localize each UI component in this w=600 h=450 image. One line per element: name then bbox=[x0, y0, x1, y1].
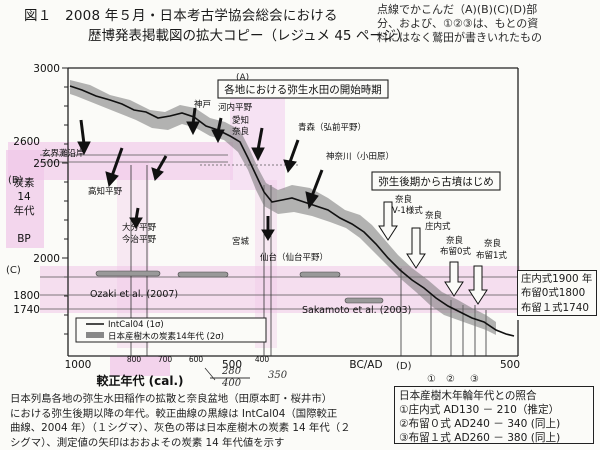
y-axis-label-3: 年代 bbox=[14, 204, 35, 217]
tree-ring-line-1: ①庄内式 AD130 － 210（推定） bbox=[399, 404, 560, 416]
site-aichi: 愛知 bbox=[232, 115, 249, 126]
site-imabari: 今治平野 bbox=[122, 234, 157, 245]
measurement-bars bbox=[95, 270, 384, 304]
x-tick-500-ad: 500 bbox=[500, 359, 520, 371]
handwritten-400: 400 bbox=[221, 378, 242, 389]
legend: IntCal04 (1σ) 日本産樹木の炭素14年代 (2σ) bbox=[75, 317, 267, 343]
heading-text: 各地における弥生水田の開始時期 bbox=[224, 83, 382, 96]
x-tick-1000: 1000 bbox=[65, 359, 92, 371]
tree-ring-line-2: ②布留０式 AD240 － 340 (同上) bbox=[399, 418, 561, 430]
site-aomori: 青森（弘前平野） bbox=[298, 122, 366, 133]
y-axis-label-2: 14 bbox=[17, 191, 31, 203]
legend-intcal: IntCal04 (1σ) bbox=[108, 320, 164, 330]
source-sakamoto: Sakamoto et al. (2003) bbox=[302, 305, 411, 316]
tree-ring-title: 日本産樹木年輪年代との照合 bbox=[399, 390, 537, 402]
site-nara-furu1: 奈良 bbox=[484, 238, 502, 249]
site-kawachi: 河内平野 bbox=[218, 102, 253, 113]
tree-ring-box: 日本産樹木年輪年代との照合 ①庄内式 AD130 － 210（推定） ②布留０式… bbox=[394, 386, 594, 444]
x-tick-800: 800 bbox=[127, 355, 142, 364]
grey-band-series bbox=[70, 80, 496, 335]
y-axis-ticks bbox=[62, 67, 68, 335]
result-line-shonai: 庄内式1900 年 bbox=[521, 273, 593, 285]
y-axis-labels: 3000 2500 2600 2000 1800 1740 bbox=[13, 63, 60, 316]
figure-caption: 日本列島各地の弥生水田稲作の拡散と奈良盆地（田原本町・桜井市） における弥生後期… bbox=[10, 393, 351, 449]
calibration-chart: 3000 2500 2600 2000 1800 1740 炭素 14 年代 B… bbox=[6, 63, 520, 389]
marker-3: ③ bbox=[470, 374, 479, 385]
y-tick-2000: 2000 bbox=[33, 253, 60, 265]
y-tick-2500: 2500 bbox=[33, 158, 60, 170]
plot-frame bbox=[67, 67, 519, 357]
highlight-col-1 bbox=[117, 160, 149, 348]
y-tick-3000: 3000 bbox=[33, 63, 60, 75]
marker-a: (A) bbox=[236, 73, 249, 83]
marker-2: ② bbox=[446, 374, 455, 385]
y-axis-label-4: BP bbox=[17, 233, 31, 245]
site-nara-furu0: 奈良 bbox=[446, 235, 464, 246]
x-tick-bcad: BC/AD bbox=[349, 359, 382, 371]
marker-d: (D) bbox=[396, 361, 412, 372]
site-genkainada: 玄界灘沿岸 bbox=[42, 148, 85, 159]
marker-1: ① bbox=[427, 374, 436, 385]
result-line-furu1: 布留１式1740 bbox=[521, 301, 590, 314]
late-yayoi-box bbox=[371, 171, 501, 191]
highlight-band-y-axis bbox=[6, 150, 44, 248]
site-furu1: 布留1式 bbox=[476, 250, 507, 261]
region-markers: (B) (C) (D) (A) ① ② ③ bbox=[6, 73, 479, 385]
marker-b: (B) bbox=[8, 175, 23, 186]
result-line-furu0: 布留0式1800 bbox=[521, 287, 586, 300]
site-v1: V-1様式 bbox=[392, 205, 423, 216]
site-oita: 大分平野 bbox=[122, 222, 157, 233]
y-axis-label-1: 炭素 bbox=[14, 176, 35, 189]
handwritten-notes: 280 400 350 bbox=[204, 366, 288, 389]
y-tick-1800: 1800 bbox=[13, 290, 40, 302]
site-nara-2: 奈良 bbox=[395, 194, 413, 205]
x-tick-600: 600 bbox=[189, 355, 204, 364]
source-ozaki: Ozaki et al. (2007) bbox=[90, 289, 178, 300]
site-furu0: 布留0式 bbox=[440, 246, 471, 257]
late-yayoi-text: 弥生後期から古墳はじめ bbox=[378, 175, 494, 188]
marker-c: (C) bbox=[6, 265, 21, 276]
tree-ring-line-3: ③布留１式 AD260 － 380 (同上) bbox=[399, 432, 561, 444]
highlight-x-axis bbox=[110, 356, 170, 376]
site-miyagi: 宮城 bbox=[232, 236, 250, 247]
figure-subtitle: 歴博発表掲載図の拡大コピー（レジュメ 45 ページ） bbox=[88, 28, 410, 44]
annotation-note: 点線でかこんだ（A)(B)(C)(D)部 分、および、①②③は、もとの資 料には… bbox=[377, 3, 542, 44]
x-tick-400: 400 bbox=[255, 355, 270, 364]
site-sendai: 仙台（仙台平野） bbox=[260, 252, 328, 263]
source-labels: Ozaki et al. (2007) Sakamoto et al. (200… bbox=[90, 289, 411, 316]
y-tick-1740: 1740 bbox=[13, 304, 40, 316]
result-box: 庄内式1900 年 布留0式1800 布留１式1740 bbox=[517, 270, 597, 316]
measurement-arrows bbox=[77, 107, 324, 241]
handwritten-280: 280 bbox=[221, 366, 242, 377]
site-labels: 玄界灘沿岸 高知平野 神戸 河内平野 愛知 奈良 青森（弘前平野） 大分平野 今… bbox=[42, 99, 507, 263]
hollow-arrows bbox=[378, 201, 488, 305]
site-nara-shonai: 奈良 bbox=[425, 210, 443, 221]
heading-box bbox=[217, 79, 389, 99]
x-tick-500: 500 bbox=[222, 359, 242, 371]
site-kochi: 高知平野 bbox=[88, 186, 123, 197]
site-shonai: 庄内式 bbox=[425, 221, 451, 232]
y-axis-title: 炭素 14 年代 BP bbox=[14, 176, 35, 245]
figure-title: 図１ 2008 年５月・日本考古学協会総会における bbox=[24, 8, 338, 24]
x-tick-700: 700 bbox=[158, 355, 173, 364]
x-axis-title: 較正年代 (cal.) bbox=[96, 373, 183, 388]
site-nara: 奈良 bbox=[232, 126, 250, 137]
highlight-col-2 bbox=[255, 180, 277, 348]
x-axis-labels: 1000 500 BC/AD 500 800 700 600 400 較正年代 … bbox=[65, 355, 520, 388]
y-tick-2600: 2600 bbox=[13, 136, 40, 148]
intcal04-line bbox=[69, 85, 515, 337]
site-kanagawa: 神奈川（小田原） bbox=[326, 151, 394, 162]
handwritten-350: 350 bbox=[268, 370, 288, 381]
legend-band: 日本産樹木の炭素14年代 (2σ) bbox=[108, 331, 224, 342]
site-kobe: 神戸 bbox=[194, 99, 211, 110]
